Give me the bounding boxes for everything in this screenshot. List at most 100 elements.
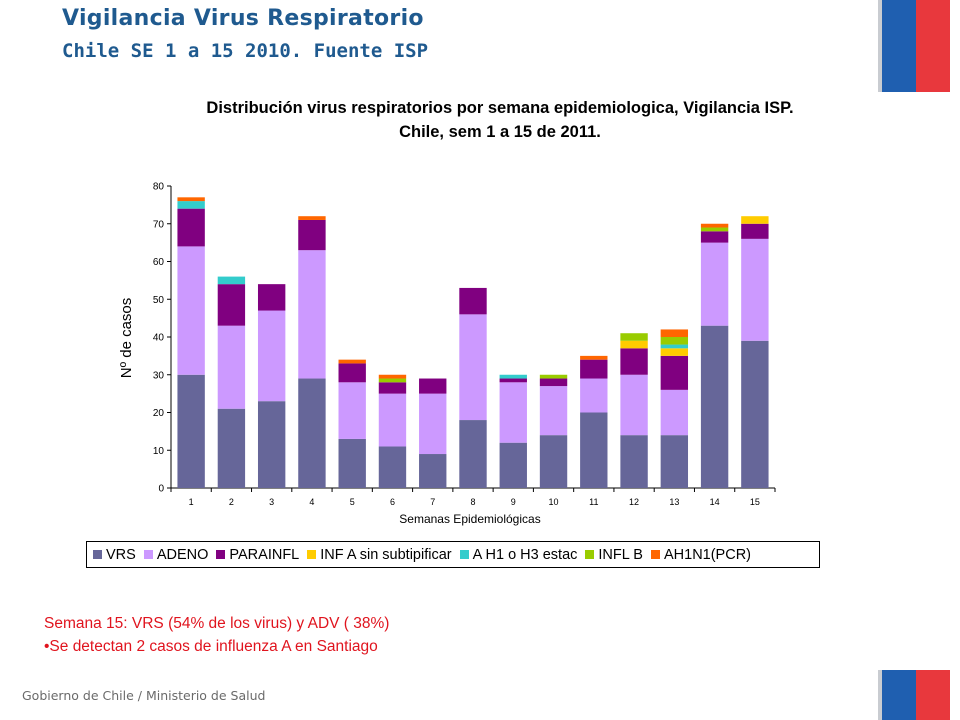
y-tick-label: 80 xyxy=(153,182,165,193)
bar-segment xyxy=(499,442,527,488)
bar-segment xyxy=(741,216,769,224)
bar-segment xyxy=(741,340,769,488)
legend-item: AH1N1(PCR) xyxy=(650,547,751,563)
chart-title: Distribución virus respiratorios por sem… xyxy=(200,96,800,144)
bar-segment xyxy=(217,325,246,409)
x-tick-label: 4 xyxy=(309,497,314,507)
bar-segment xyxy=(660,348,689,356)
bar-segment xyxy=(580,378,608,413)
x-tick-label: 10 xyxy=(549,497,559,507)
bar-segment xyxy=(378,446,407,488)
chart-legend: VRS ADENO PARAINFL INF A sin subtipificar A … xyxy=(86,541,820,568)
legend-label: INF A sin subtipificar xyxy=(320,546,452,563)
bar-segment xyxy=(741,238,769,341)
bar-segment xyxy=(338,359,366,364)
x-tick-label: 7 xyxy=(430,497,435,507)
page-title: Vigilancia Virus Respiratorio xyxy=(62,6,424,31)
x-tick-label: 13 xyxy=(669,497,679,507)
bar-segment xyxy=(700,231,729,243)
bar-segment xyxy=(700,223,729,228)
bar-segment xyxy=(700,227,729,232)
bar-segment xyxy=(338,382,366,439)
bar-segment xyxy=(419,378,447,394)
bar-segment xyxy=(580,359,608,379)
page-subtitle: Chile SE 1 a 15 2010. Fuente ISP xyxy=(62,40,429,62)
bar-segment xyxy=(459,420,487,488)
legend-label: ADENO xyxy=(156,546,209,563)
bar-segment xyxy=(298,378,326,488)
bar-segment xyxy=(459,287,487,315)
bar-segment xyxy=(177,246,205,375)
bar-segment xyxy=(700,325,729,488)
bar-segment xyxy=(580,355,608,360)
x-tick-label: 6 xyxy=(390,497,395,507)
bar-segment xyxy=(338,363,366,383)
bar-segment xyxy=(499,382,527,443)
bar-segment xyxy=(177,201,205,209)
bar-segment xyxy=(177,374,205,488)
bar-segment xyxy=(539,378,568,387)
legend-swatch xyxy=(650,550,660,559)
bar-segment xyxy=(660,435,689,488)
x-tick-label: 5 xyxy=(350,497,355,507)
x-tick-label: 11 xyxy=(589,497,598,507)
x-tick-label: 8 xyxy=(470,497,475,507)
bar-segment xyxy=(217,408,246,488)
bar-segment xyxy=(257,310,286,402)
y-tick-label: 70 xyxy=(153,219,165,230)
bar-segment xyxy=(338,438,366,488)
legend-swatch xyxy=(307,550,317,559)
note-line-1: Semana 15: VRS (54% de los virus) y ADV … xyxy=(44,615,390,632)
bar-segment xyxy=(378,378,407,383)
y-tick-label: 50 xyxy=(153,295,165,306)
y-tick-label: 60 xyxy=(153,257,165,268)
x-tick-label: 3 xyxy=(269,497,274,507)
bar-segment xyxy=(539,435,568,488)
footer-text: Gobierno de Chile / Ministerio de Salud xyxy=(22,688,266,703)
bar-segment xyxy=(298,216,326,220)
note-line-2: •Se detectan 2 casos de influenza A en S… xyxy=(44,638,378,655)
legend-swatch xyxy=(585,550,595,559)
y-axis-label: Nº de casos xyxy=(118,298,135,379)
bar-segment xyxy=(217,284,246,326)
bar-segment xyxy=(378,393,407,447)
legend-item: ADENO xyxy=(143,546,209,563)
x-tick-label: 14 xyxy=(710,497,720,507)
legend-label: VRS xyxy=(106,546,136,563)
bar-segment xyxy=(620,340,648,349)
notes: Semana 15: VRS (54% de los virus) y ADV … xyxy=(44,612,389,658)
bar-segment xyxy=(419,454,447,488)
legend-item: PARAINFL xyxy=(216,547,299,563)
legend-item: A H1 o H3 estac xyxy=(459,546,578,563)
bar-segment xyxy=(378,382,407,394)
bar-segment xyxy=(378,374,407,379)
legend-label: A H1 o H3 estac xyxy=(472,546,578,563)
bar-segment xyxy=(660,344,689,349)
bar-segment xyxy=(620,374,648,436)
bar-segment xyxy=(741,223,769,239)
bar-segment xyxy=(499,378,527,383)
x-tick-label: 9 xyxy=(511,497,516,507)
bar-segment xyxy=(660,337,689,345)
legend-swatch xyxy=(93,550,102,559)
legend-item: VRS xyxy=(93,547,136,563)
legend-label: INFL B xyxy=(598,546,643,563)
bar-segment xyxy=(298,250,326,379)
y-tick-label: 10 xyxy=(153,446,165,457)
bar-segment xyxy=(499,374,527,379)
bar-segment xyxy=(177,197,205,202)
x-axis-label: Semanas Epidemiológicas xyxy=(399,512,540,526)
bar-segment xyxy=(459,314,487,421)
bar-segment xyxy=(660,389,689,436)
bar-segment xyxy=(177,208,205,247)
chart-title-line1: Distribución virus respiratorios por sem… xyxy=(206,99,794,117)
x-tick-label: 15 xyxy=(750,497,760,507)
bar-segment xyxy=(660,355,689,390)
bar-segment xyxy=(580,412,608,488)
y-tick-label: 40 xyxy=(153,333,165,344)
bar-segment xyxy=(257,401,286,488)
legend-item: INF A sin subtipificar xyxy=(307,546,452,563)
legend-label: PARAINFL xyxy=(229,546,300,563)
bar-segment xyxy=(660,329,689,337)
